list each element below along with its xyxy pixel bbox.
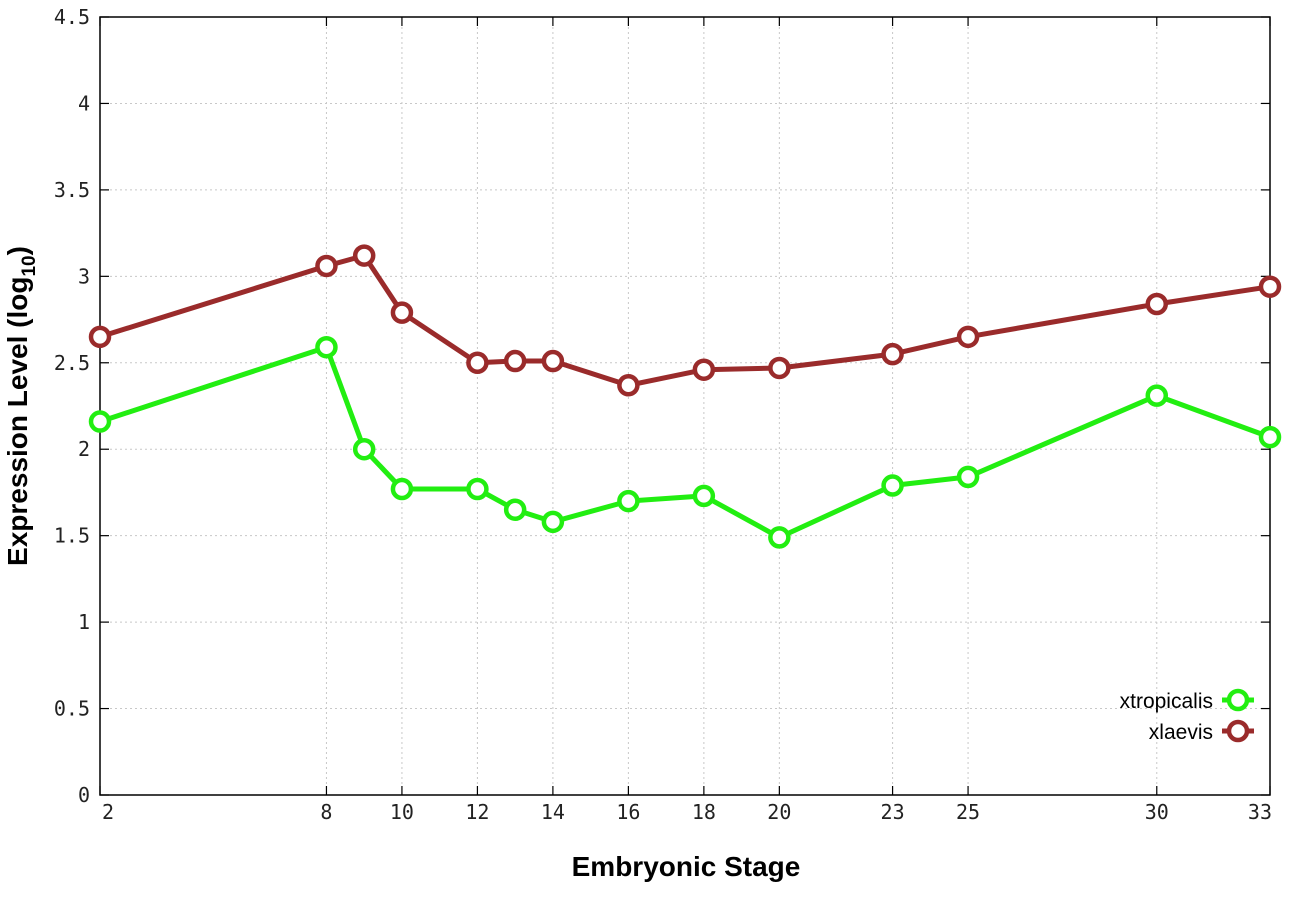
- data-point-xlaevis: [881, 342, 904, 366]
- data-point-xlaevis: [390, 301, 414, 324]
- x-tick-label: 12: [465, 800, 489, 824]
- y-axis-title-end: ): [2, 246, 33, 255]
- y-tick-label: 4: [78, 91, 90, 115]
- data-point-xtropicalis: [692, 484, 716, 508]
- data-point-xtropicalis: [881, 474, 904, 497]
- grid-lines: [100, 17, 1270, 795]
- data-point-xtropicalis: [315, 335, 338, 359]
- data-point-xlaevis: [617, 374, 640, 397]
- data-point-xlaevis: [692, 358, 716, 381]
- data-point-xtropicalis: [1145, 384, 1169, 407]
- data-point-xlaevis: [88, 325, 112, 349]
- data-point-xlaevis: [1145, 292, 1169, 316]
- y-tick-label: 0: [78, 783, 90, 807]
- y-tick-label: 0.5: [54, 697, 90, 721]
- x-tick-label: 20: [767, 800, 791, 824]
- y-tick-label: 1.5: [54, 524, 90, 548]
- axis-ticks: 0 0.5 1 1.5 2 2.5 3 3.5 4 4.5 2 8 10 12 14 16 18 20 23 25 30…: [54, 5, 1272, 824]
- y-axis-title-main: Expression Level (log: [2, 277, 33, 566]
- data-point-xlaevis: [956, 325, 980, 349]
- data-point-xtropicalis: [503, 498, 527, 521]
- data-point-xtropicalis: [956, 465, 980, 489]
- x-tick-label: 14: [541, 800, 565, 824]
- x-tick-label: 8: [320, 800, 332, 824]
- x-tick-label: 25: [956, 800, 980, 824]
- legend-label-xlaevis: xlaevis: [1149, 721, 1213, 744]
- x-tick-label: 30: [1145, 800, 1169, 824]
- legend: xtropicalis xlaevis: [1120, 688, 1254, 744]
- x-tick-label: 16: [616, 800, 640, 824]
- data-point-xlaevis: [352, 244, 376, 267]
- data-point-xlaevis: [503, 349, 527, 373]
- data-point-xlaevis: [315, 254, 338, 278]
- y-axis-title-subscript: 10: [19, 255, 40, 276]
- data-point-xtropicalis: [352, 437, 376, 461]
- legend-swatch-marker: [1226, 688, 1250, 712]
- data-point-xtropicalis: [466, 477, 489, 501]
- y-axis-title: Expression Level (log10): [2, 246, 40, 566]
- y-tick-label: 1: [78, 610, 90, 634]
- data-point-xlaevis: [466, 351, 489, 375]
- data-point-xlaevis: [768, 356, 791, 380]
- plot-frame: [99, 16, 1271, 796]
- data-point-xlaevis: [541, 349, 565, 373]
- data-point-xtropicalis: [390, 477, 414, 501]
- legend-swatch-marker: [1226, 719, 1250, 743]
- y-tick-label: 4.5: [54, 5, 90, 29]
- y-tick-label: 2.5: [54, 351, 90, 375]
- x-tick-label: 10: [390, 800, 414, 824]
- x-axis-title: Embryonic Stage: [572, 851, 801, 882]
- x-tick-label: 33: [1248, 800, 1272, 824]
- y-tick-label: 3: [78, 264, 90, 288]
- series-line-xlaevis: [99, 253, 1271, 388]
- y-tick-label: 3.5: [54, 178, 90, 202]
- y-tick-label: 2: [78, 437, 90, 461]
- data-point-xtropicalis: [1258, 425, 1282, 449]
- data-point-xtropicalis: [88, 410, 112, 433]
- data-point-xtropicalis: [768, 526, 791, 549]
- data-point-xtropicalis: [541, 510, 565, 534]
- legend-label-xtropicalis: xtropicalis: [1120, 690, 1213, 713]
- data-point-xlaevis: [1258, 275, 1282, 298]
- series-group: [88, 244, 1282, 549]
- x-tick-label: 18: [692, 800, 716, 824]
- x-tick-label: 23: [881, 800, 905, 824]
- x-tick-label: 2: [102, 800, 114, 824]
- data-point-xtropicalis: [617, 489, 640, 513]
